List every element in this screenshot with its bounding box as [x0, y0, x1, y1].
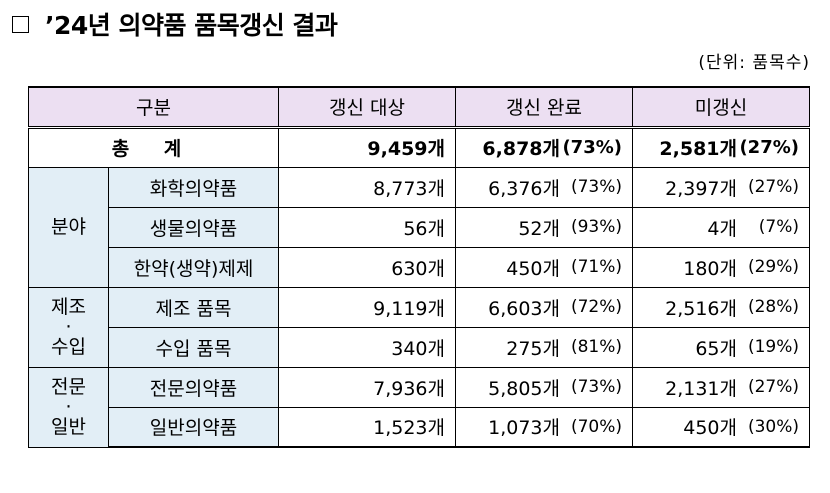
row-label: 전문의약품 — [108, 366, 279, 408]
row-done-pct: (73%) — [570, 177, 622, 197]
row-not: 450개 — [683, 417, 737, 440]
category-field: 분야 — [28, 166, 109, 288]
table-row: 일반의약품 1,523개 1,073개 (70%) 450개 (30%) — [29, 406, 810, 448]
row-done-pct: (93%) — [570, 217, 622, 237]
row-done-pct: (70%) — [570, 416, 622, 437]
total-not: 2,581개 — [659, 138, 737, 160]
row-target: 340개 — [278, 326, 456, 368]
row-target: 1,523개 — [278, 406, 456, 448]
row-not: 2,397개 — [665, 177, 737, 200]
row-done: 450개 — [506, 257, 560, 280]
category-prescription-otc: 전문 · 일반 — [28, 366, 109, 448]
row-done-pct: (73%) — [570, 377, 622, 397]
row-done: 5,805개 — [488, 377, 560, 400]
table-row: 한약(생약)제제 630개 450개 (71%) 180개 (29%) — [29, 246, 810, 288]
total-label: 총 계 — [28, 126, 279, 168]
total-done-pct: (73%) — [562, 137, 622, 158]
total-not-cell: 2,581개 (27%) — [632, 126, 810, 168]
row-done: 6,376개 — [488, 177, 560, 200]
row-done: 1,073개 — [488, 417, 560, 440]
checkbox-square-icon — [12, 15, 29, 33]
row-target: 630개 — [278, 246, 456, 288]
row-done-pct: (81%) — [570, 337, 622, 357]
row-not: 65개 — [695, 337, 737, 360]
row-done: 52개 — [518, 217, 560, 240]
table-row: 수입 품목 340개 275개 (81%) 65개 (19%) — [29, 326, 810, 368]
row-done: 6,603개 — [488, 297, 560, 320]
row-not-pct: (30%) — [747, 416, 799, 437]
total-done-cell: 6,878개 (73%) — [455, 126, 633, 168]
row-not-pct: (7%) — [758, 217, 799, 237]
page-title: ’24년 의약품 품목갱신 결과 — [45, 11, 338, 40]
header-not-renewed: 미갱신 — [632, 86, 810, 129]
row-not: 4개 — [707, 217, 737, 240]
row-not: 2,516개 — [665, 297, 737, 320]
header-done: 갱신 완료 — [455, 86, 633, 129]
results-table: 구분 갱신 대상 갱신 완료 미갱신 총 계 9,459개 6,878개 (73%… — [28, 86, 810, 448]
row-not-pct: (27%) — [747, 177, 799, 197]
page-title-row: ’24년 의약품 품목갱신 결과 — [12, 6, 338, 42]
row-label: 생물의약품 — [108, 206, 279, 248]
table-row: 생물의약품 56개 52개 (93%) 4개 (7%) — [29, 206, 810, 248]
row-not-pct: (28%) — [747, 297, 799, 317]
row-label: 일반의약품 — [108, 406, 279, 448]
row-label: 한약(생약)제제 — [108, 246, 279, 288]
category-manufacture-import: 제조 · 수입 — [28, 286, 109, 368]
table-row: 제조 · 수입 제조 품목 9,119개 6,603개 (72%) 2,516개 (… — [28, 286, 810, 368]
row-not-pct: (27%) — [747, 377, 799, 397]
row-not: 180개 — [683, 257, 737, 280]
table-header-row: 구분 갱신 대상 갱신 완료 미갱신 — [28, 86, 810, 129]
row-target: 8,773개 — [278, 166, 456, 208]
row-done-pct: (71%) — [570, 257, 622, 277]
total-not-pct: (27%) — [739, 137, 799, 158]
table-row: 분야 화학의약품 8,773개 6,376개 (73%) 2,397개 (27%) — [28, 166, 810, 288]
row-target: 7,936개 — [278, 366, 456, 408]
total-done: 6,878개 — [482, 138, 560, 160]
total-target: 9,459개 — [278, 126, 456, 168]
row-target: 56개 — [278, 206, 456, 248]
header-category: 구분 — [28, 86, 279, 129]
row-label: 수입 품목 — [108, 326, 279, 368]
row-done: 275개 — [506, 337, 560, 360]
row-target: 9,119개 — [278, 286, 456, 328]
row-not-pct: (29%) — [747, 257, 799, 277]
row-done-pct: (72%) — [570, 297, 622, 317]
header-target: 갱신 대상 — [278, 86, 456, 129]
row-label: 제조 품목 — [108, 286, 279, 328]
total-row: 총 계 9,459개 6,878개 (73%) 2,581개 (27%) — [28, 126, 810, 168]
unit-note: (단위: 품목수) — [698, 53, 810, 73]
row-not: 2,131개 — [665, 377, 737, 400]
row-label: 화학의약품 — [108, 166, 279, 208]
table-row: 전문 · 일반 전문의약품 7,936개 5,805개 (73%) 2,131개 (… — [28, 366, 810, 448]
row-not-pct: (19%) — [747, 337, 799, 357]
